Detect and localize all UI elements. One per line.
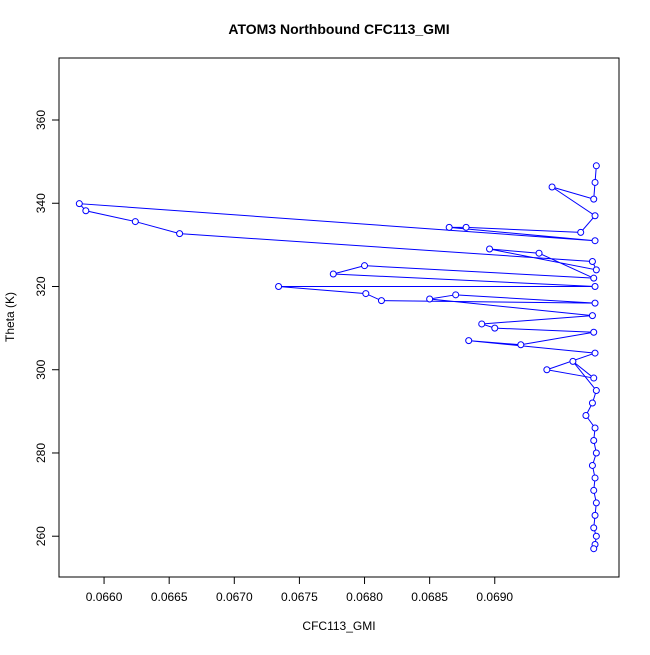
data-point [590, 545, 598, 553]
data-point [591, 349, 599, 357]
data-point [592, 266, 600, 274]
data-point [462, 223, 470, 231]
y-tick-label: 260 [34, 526, 48, 546]
data-point [75, 200, 83, 208]
data-point [588, 258, 596, 266]
x-tick-label: 0.0680 [346, 590, 383, 604]
x-tick-label: 0.0690 [476, 590, 513, 604]
data-point [82, 207, 90, 215]
y-axis-label: Theta (K) [3, 292, 17, 342]
data-point [486, 245, 494, 253]
data-point [588, 461, 596, 469]
data-point [591, 474, 599, 482]
data-point [591, 511, 599, 519]
data-point [275, 282, 283, 290]
y-tick-label: 280 [34, 443, 48, 463]
data-point [426, 295, 434, 303]
data-point [591, 424, 599, 432]
data-point [592, 387, 600, 395]
chart-title: ATOM3 Northbound CFC113_GMI [228, 21, 449, 37]
y-tick-label: 320 [34, 276, 48, 296]
data-point [361, 262, 369, 270]
x-tick-label: 0.0685 [411, 590, 448, 604]
x-tick-label: 0.0660 [86, 590, 123, 604]
data-point [478, 320, 486, 328]
data-point [131, 218, 139, 226]
x-tick-label: 0.0665 [151, 590, 188, 604]
plot-frame [58, 57, 620, 578]
data-point [590, 524, 598, 532]
data-point [569, 357, 577, 365]
data-point [362, 290, 370, 298]
data-point [535, 249, 543, 257]
data-point [590, 195, 598, 203]
data-point [465, 337, 473, 345]
series-line [78, 165, 598, 549]
data-point [590, 436, 598, 444]
data-point [592, 532, 600, 540]
data-point [591, 299, 599, 307]
data-point [329, 270, 337, 278]
data-point [592, 449, 600, 457]
data-point [582, 412, 590, 420]
x-axis-label: CFC113_GMI [302, 619, 375, 633]
data-point [577, 228, 585, 236]
data-point [590, 328, 598, 336]
y-tick-label: 340 [34, 193, 48, 213]
data-point [590, 274, 598, 282]
data-point [591, 212, 599, 220]
data-point [588, 399, 596, 407]
data-point [592, 162, 600, 170]
y-tick-label: 300 [34, 359, 48, 379]
y-tick-label: 360 [34, 110, 48, 130]
x-tick-label: 0.0670 [216, 590, 253, 604]
data-point [588, 312, 596, 320]
data-point [452, 291, 460, 299]
data-point [591, 178, 599, 186]
data-point [591, 237, 599, 245]
data-point [377, 297, 385, 305]
data-point [548, 183, 556, 191]
data-point [543, 366, 551, 374]
data-point [517, 341, 525, 349]
data-point [491, 324, 499, 332]
data-point [176, 230, 184, 238]
data-point [591, 282, 599, 290]
data-point [592, 499, 600, 507]
data-point [445, 223, 453, 231]
data-point [590, 374, 598, 382]
data-point [590, 486, 598, 494]
x-tick-label: 0.0675 [281, 590, 318, 604]
